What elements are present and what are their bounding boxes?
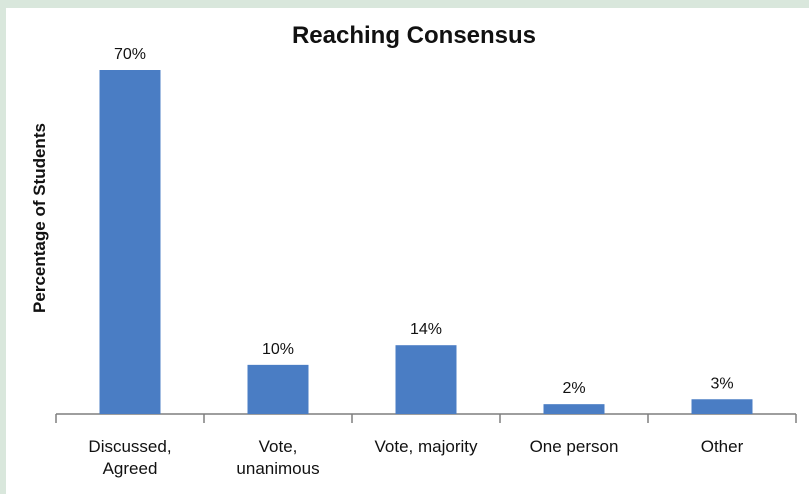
data-label: 3% xyxy=(710,375,733,392)
bar xyxy=(99,70,161,414)
category-label: Vote, unanimous xyxy=(236,437,319,478)
data-label: 14% xyxy=(410,321,442,338)
data-labels: 70% 10% 14% 2% 3% xyxy=(114,46,734,397)
bars xyxy=(99,70,753,414)
category-label: One person xyxy=(530,437,619,456)
category-label: Other xyxy=(701,437,744,456)
data-label: 2% xyxy=(562,380,585,397)
data-label: 70% xyxy=(114,46,146,63)
x-axis-ticks xyxy=(55,414,797,423)
chart-title: Reaching Consensus xyxy=(292,22,536,49)
bar xyxy=(691,399,753,414)
category-labels: Discussed, Agreed Vote, unanimous Vote, majo… xyxy=(88,437,743,478)
category-label: Vote, majority xyxy=(375,437,478,456)
bar xyxy=(543,404,605,414)
y-axis-label: Percentage of Students xyxy=(30,123,49,313)
data-label: 10% xyxy=(262,341,294,358)
bar xyxy=(395,345,457,414)
category-label: Discussed, Agreed xyxy=(88,437,171,478)
bar xyxy=(247,364,309,414)
